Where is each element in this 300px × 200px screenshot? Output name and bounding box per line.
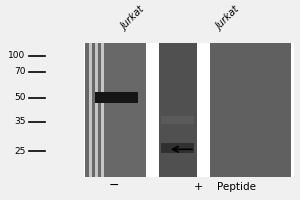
Text: 35: 35 — [14, 117, 26, 126]
Text: +: + — [193, 182, 203, 192]
Text: Jurkat: Jurkat — [214, 4, 242, 32]
Text: Peptide: Peptide — [218, 182, 256, 192]
Bar — [210, 43, 291, 177]
Bar — [85, 43, 146, 177]
Bar — [84, 43, 294, 177]
Bar — [88, 43, 92, 177]
Bar — [160, 116, 194, 124]
Text: 100: 100 — [8, 51, 26, 60]
Bar — [160, 143, 194, 153]
Bar — [159, 43, 196, 177]
Text: 25: 25 — [14, 147, 26, 156]
Bar — [94, 92, 138, 103]
Text: −: − — [109, 179, 119, 192]
Text: Jurkat: Jurkat — [120, 4, 147, 32]
Bar — [94, 43, 98, 177]
Text: 70: 70 — [14, 67, 26, 76]
Bar — [100, 43, 104, 177]
Text: 50: 50 — [14, 93, 26, 102]
